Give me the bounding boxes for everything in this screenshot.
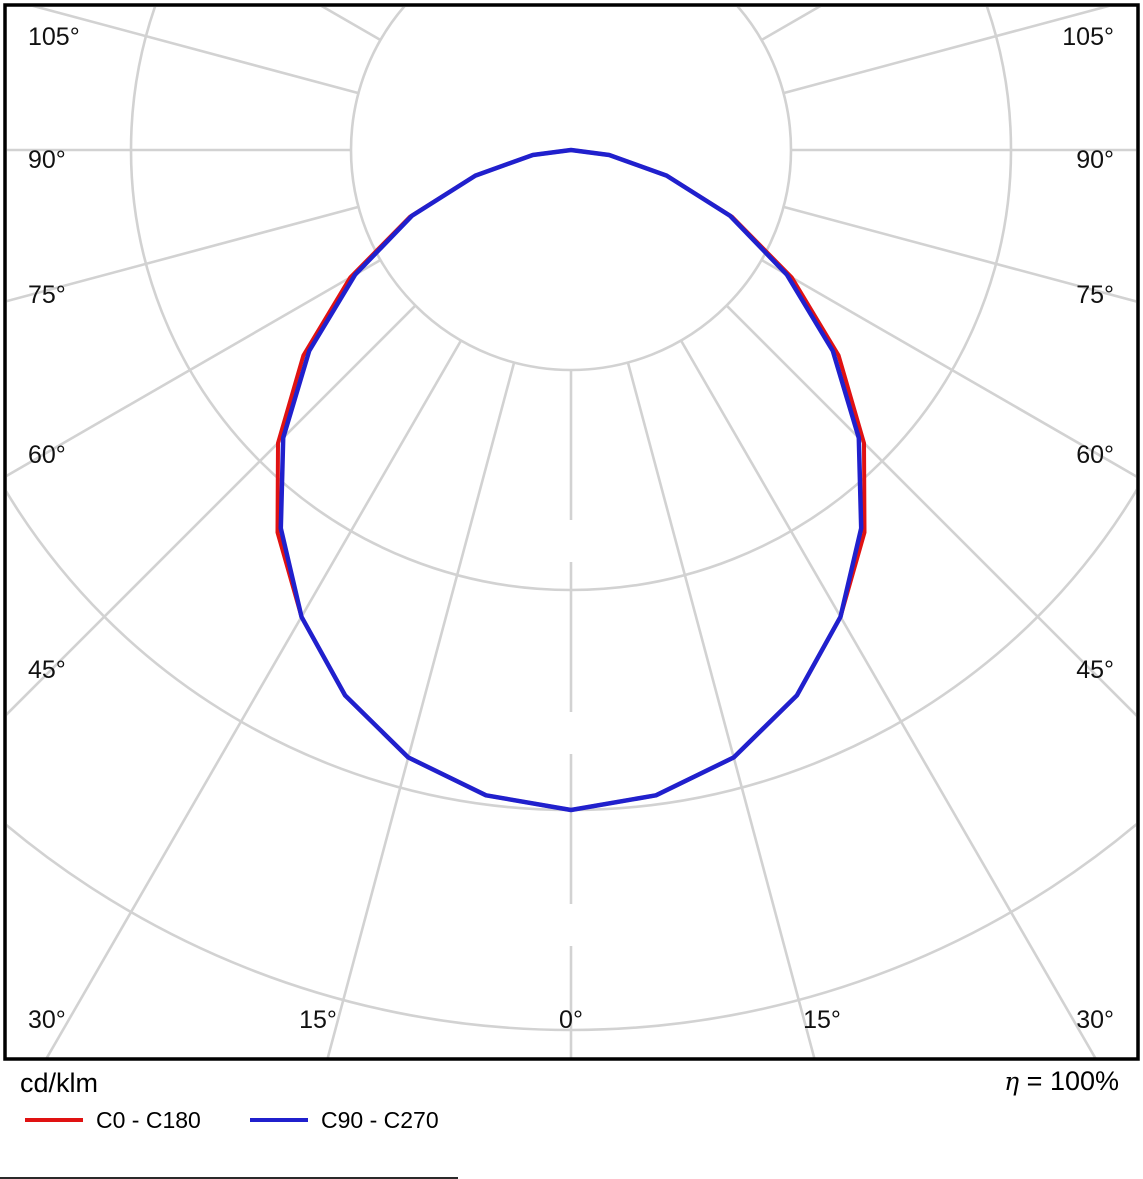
angle-tick-label: 90°	[28, 146, 66, 174]
legend-swatch-c90-c270	[250, 1118, 308, 1122]
grid-ring	[351, 0, 791, 370]
grid-ray	[727, 306, 1143, 1063]
grid-ray	[681, 341, 1143, 1064]
efficiency-label: η = 100%	[1004, 1066, 1119, 1097]
angle-tick-label: 0°	[559, 1006, 583, 1034]
legend: C0 - C180 C90 - C270	[0, 1107, 1143, 1133]
angle-tick-label: 30°	[28, 1006, 66, 1034]
legend-swatch-c0-c180	[25, 1118, 83, 1122]
angle-tick-label: 105°	[28, 23, 80, 51]
angle-tick-label: 75°	[1076, 281, 1114, 309]
angle-tick-label: 45°	[28, 656, 66, 684]
unit-label: cd/klm	[20, 1069, 98, 1097]
legend-item-c90-c270: C90 - C270	[250, 1107, 439, 1133]
angle-tick-label: 45°	[1076, 656, 1114, 684]
angle-tick-label: 15°	[803, 1006, 841, 1034]
angle-tick-label: 15°	[299, 1006, 337, 1034]
angle-tick-label: 30°	[1076, 1006, 1114, 1034]
grid-ray	[0, 306, 415, 1063]
legend-label-c90-c270: C90 - C270	[321, 1107, 439, 1134]
polar-chart: 105° 90° 75° 60° 45° 30° 15° 0° 15° 30° 45° 60° 75° 9…	[0, 0, 1143, 1063]
angle-tick-label: 60°	[28, 441, 66, 469]
efficiency-value: = 100%	[1027, 1066, 1119, 1096]
grid-ray	[183, 363, 514, 1064]
polar-grid	[0, 0, 1143, 1063]
photometric-diagram-page: 105° 90° 75° 60° 45° 30° 15° 0° 15° 30° 45° 60° 75° 9…	[0, 0, 1143, 1143]
legend-item-c0-c180: C0 - C180	[25, 1107, 201, 1133]
legend-label-c0-c180: C0 - C180	[96, 1107, 201, 1134]
angle-tick-label: 60°	[1076, 441, 1114, 469]
grid-ray	[628, 363, 959, 1064]
grid-ray	[0, 341, 461, 1064]
eta-symbol: η	[1004, 1067, 1019, 1096]
angle-tick-label: 75°	[28, 281, 66, 309]
chart-footer: cd/klm η = 100% C0 - C180 C90 - C270	[0, 1063, 1143, 1143]
angle-tick-label: 90°	[1076, 146, 1114, 174]
angle-tick-label: 105°	[1062, 23, 1114, 51]
